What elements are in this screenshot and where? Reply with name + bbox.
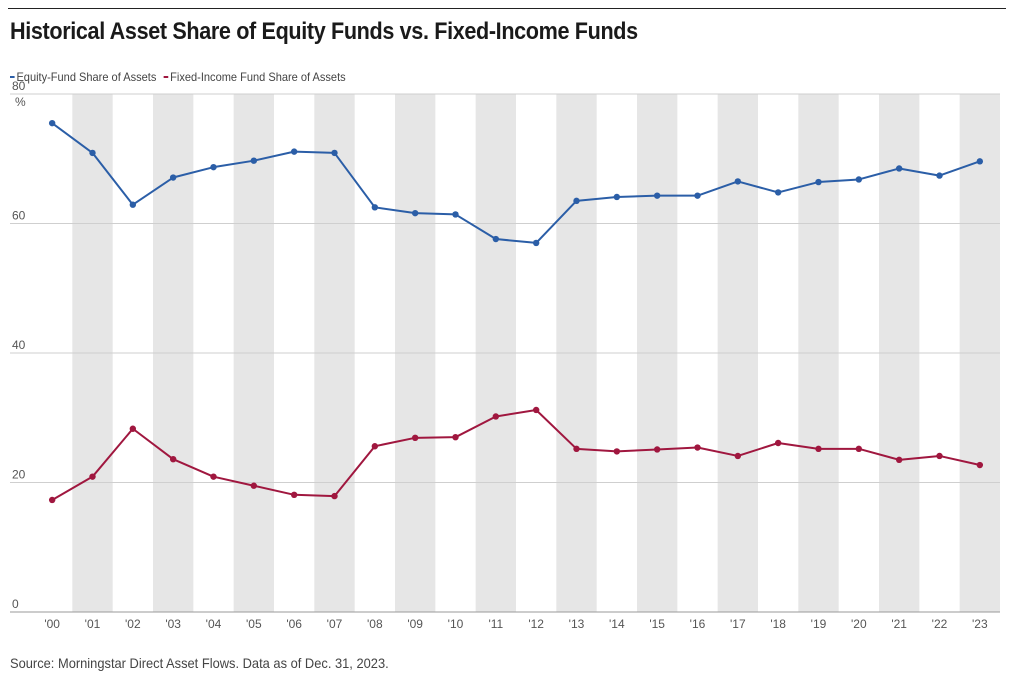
x-tick-label: '10 [448,617,464,631]
legend-swatch-equity [10,76,15,78]
y-tick-label: 80 [12,79,26,93]
x-tick-label: '22 [932,617,948,631]
y-unit-label: % [15,95,26,109]
x-tick-label: '01 [85,617,101,631]
data-point-equity [411,209,419,217]
data-point-equity [895,165,903,172]
data-point-fixed-income [411,434,419,442]
y-tick-label: 20 [12,468,26,482]
data-point-equity [855,176,863,183]
x-tick-label: '11 [488,617,503,631]
x-tick-label: '06 [286,617,302,631]
x-tick-label: '13 [569,617,585,631]
y-tick-label: 0 [12,597,19,611]
x-tick-label: '07 [327,617,343,631]
top-rule [8,8,1006,9]
x-tick-label: '12 [528,617,544,631]
data-point-fixed-income [371,443,379,450]
data-point-equity [694,192,701,199]
data-point-fixed-income [653,446,661,453]
chart-title: Historical Asset Share of Equity Funds v… [10,18,638,45]
data-point-equity [250,157,258,164]
data-point-equity [331,149,338,157]
data-point-fixed-income [815,445,822,453]
legend-label-fixed-income: Fixed-Income Fund Share of Assets [170,70,346,84]
x-tick-label: '05 [246,617,262,631]
data-point-equity [573,197,580,205]
x-tick-label: '00 [44,617,60,631]
data-point-fixed-income [976,461,984,469]
x-tick-label: '15 [649,617,665,631]
data-point-fixed-income [290,491,298,499]
x-tick-label: '18 [770,617,786,631]
data-point-fixed-income [613,448,621,455]
data-point-equity [613,193,621,201]
x-tick-label: '14 [609,617,625,631]
data-point-equity [653,192,661,199]
data-point-fixed-income [452,433,459,441]
data-point-equity [48,119,56,127]
data-point-equity [734,178,742,185]
data-point-fixed-income [532,406,540,414]
data-point-fixed-income [694,444,701,451]
data-point-equity [976,158,984,165]
x-tick-label: '08 [367,617,383,631]
x-tick-label: '23 [972,617,988,631]
legend-swatch-fixed-income [163,76,169,78]
data-point-fixed-income [89,473,96,480]
legend: Equity-Fund Share of Assets Fixed-Income… [10,70,346,84]
data-point-equity [532,239,540,247]
data-point-equity [492,235,500,243]
x-tick-label: '16 [690,617,706,631]
data-point-fixed-income [774,439,782,447]
x-tick-label: '20 [851,617,867,631]
legend-item-fixed-income: Fixed-Income Fund Share of Assets [163,70,346,84]
x-tick-label: '03 [165,617,181,631]
data-point-fixed-income [895,456,903,464]
data-point-equity [89,149,96,157]
data-point-fixed-income [331,492,338,500]
series-line-equity [51,122,981,244]
series-line-fixed-income [51,408,981,501]
data-point-equity [290,148,298,155]
data-point-fixed-income [210,473,217,480]
data-point-equity [371,204,379,211]
data-point-fixed-income [573,445,580,453]
x-tick-label: '09 [407,617,423,631]
y-tick-label: 60 [12,209,26,223]
data-point-fixed-income [250,482,258,489]
x-tick-label: '17 [730,617,746,631]
data-point-equity [210,163,217,171]
data-point-fixed-income [492,413,500,420]
source-note: Source: Morningstar Direct Asset Flows. … [10,655,389,671]
data-point-fixed-income [48,496,56,504]
data-point-fixed-income [855,445,863,453]
data-point-fixed-income [129,425,137,432]
data-point-equity [936,172,943,179]
y-tick-label: 40 [12,338,26,352]
x-tick-label: '04 [206,617,222,631]
x-tick-label: '02 [125,617,141,631]
data-point-equity [169,174,177,181]
data-point-equity [452,211,459,218]
data-point-equity [129,201,137,208]
data-point-equity [815,178,822,186]
data-point-equity [774,189,782,196]
data-point-fixed-income [936,452,943,460]
legend-item-equity: Equity-Fund Share of Assets [10,70,156,84]
x-tick-label: '21 [891,617,907,631]
legend-label-equity: Equity-Fund Share of Assets [16,70,157,84]
x-tick-label: '19 [811,617,827,631]
data-point-fixed-income [734,452,742,460]
data-point-fixed-income [169,455,177,463]
